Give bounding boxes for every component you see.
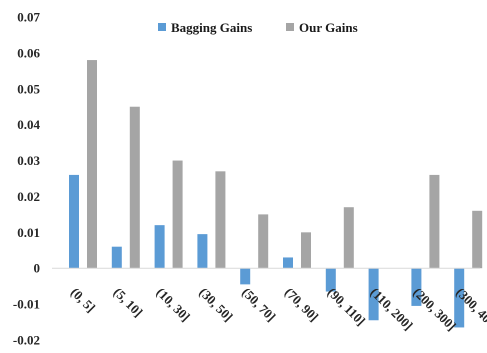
- bar-our-gains: [301, 232, 311, 269]
- legend-label-our-gains: Our Gains: [299, 20, 358, 35]
- bar-bagging-gains: [454, 268, 465, 328]
- x-tick-label: (30, 50]: [196, 285, 236, 325]
- y-tick-label: 0.05: [17, 81, 40, 96]
- y-axis-ticks: 0.07 0.06 0.05 0.04 0.03 0.02 0.01 0 -0.01 -0.02: [13, 10, 41, 348]
- bar-our-gains: [172, 160, 183, 269]
- y-tick-label: 0.02: [17, 189, 40, 204]
- legend-swatch-bagging-gains: [158, 23, 166, 31]
- bar-bagging-gains: [411, 268, 422, 306]
- legend-swatch-our-gains: [286, 23, 294, 31]
- bar-bagging-gains: [283, 257, 293, 269]
- bar-bagging-gains: [240, 268, 251, 285]
- bar-our-gains: [129, 106, 140, 269]
- bar-our-gains: [343, 207, 354, 269]
- x-tick-label: (0, 5]: [68, 285, 99, 316]
- bar-our-gains: [258, 214, 269, 269]
- bar-our-gains: [87, 60, 97, 269]
- bar-bagging-gains: [111, 246, 122, 269]
- legend-label-bagging-gains: Bagging Gains: [171, 20, 252, 35]
- bar-bagging-gains: [154, 225, 165, 269]
- bars: [69, 60, 483, 328]
- x-tick-label: (50, 70]: [239, 285, 279, 325]
- y-tick-label: 0.01: [17, 225, 40, 240]
- bar-bagging-gains: [197, 234, 208, 269]
- x-tick-label: (5, 10]: [111, 285, 146, 320]
- y-tick-label: 0.06: [17, 45, 40, 60]
- x-tick-label: (200, 300]: [410, 285, 459, 334]
- y-tick-label: 0.04: [17, 117, 40, 132]
- x-axis-ticks: (0, 5] (5, 10] (10, 30] (30, 50] (50, 70] (70…: [68, 285, 487, 334]
- x-tick-label: (10, 30]: [153, 285, 193, 325]
- y-tick-label: -0.02: [13, 333, 40, 348]
- y-tick-label: -0.01: [13, 297, 40, 312]
- bar-bagging-gains: [368, 268, 379, 321]
- bar-our-gains: [215, 171, 226, 269]
- y-tick-label: 0.07: [17, 10, 40, 25]
- bar-our-gains: [429, 174, 440, 269]
- legend: Bagging Gains Our Gains: [158, 20, 358, 35]
- bar-bagging-gains: [325, 268, 336, 292]
- x-tick-label: (70, 90]: [282, 285, 322, 325]
- bar-our-gains: [472, 210, 483, 269]
- bar-bagging-gains: [69, 174, 79, 269]
- x-tick-label: (90, 110]: [325, 285, 369, 329]
- y-tick-label: 0.03: [17, 153, 40, 168]
- y-tick-label: 0: [34, 261, 41, 276]
